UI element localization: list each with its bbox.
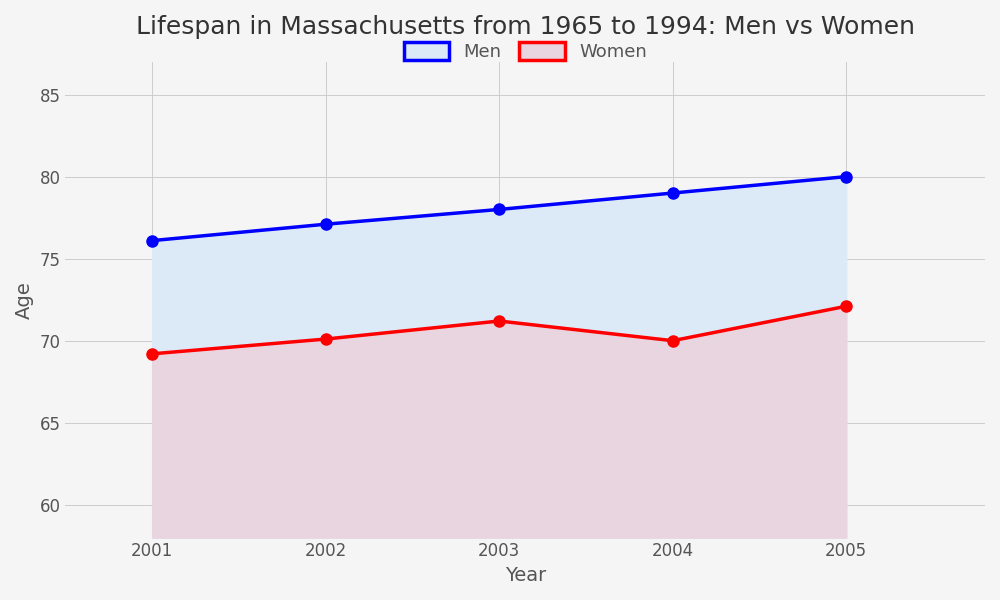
Legend: Men, Women: Men, Women [395,33,656,70]
X-axis label: Year: Year [505,566,546,585]
Y-axis label: Age: Age [15,281,34,319]
Title: Lifespan in Massachusetts from 1965 to 1994: Men vs Women: Lifespan in Massachusetts from 1965 to 1… [136,15,915,39]
